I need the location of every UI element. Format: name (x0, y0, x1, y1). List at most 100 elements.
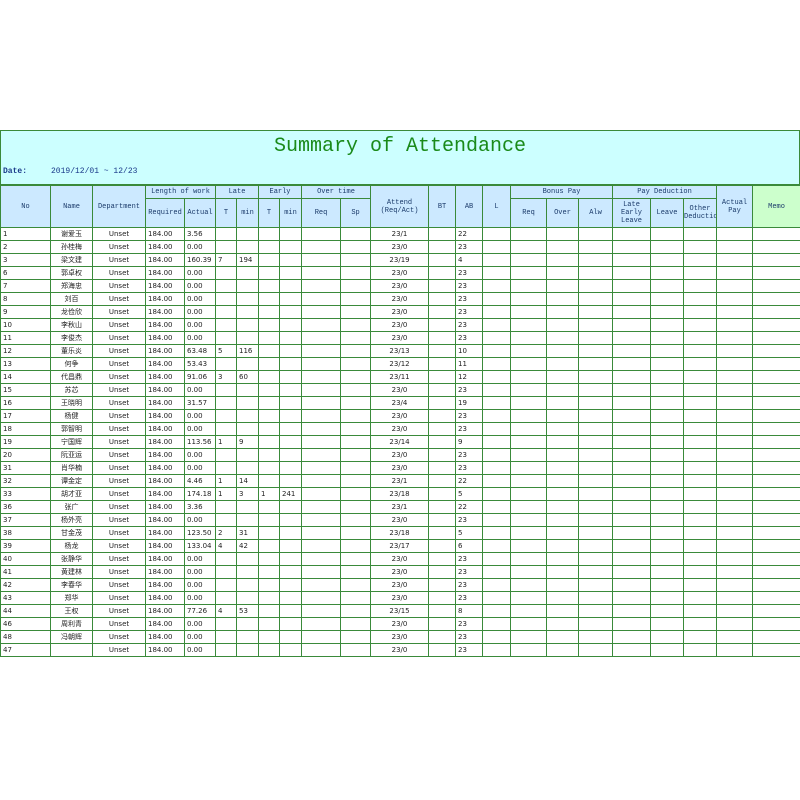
table-cell (278, 422, 303, 436)
table-cell (650, 292, 685, 306)
table-cell (278, 253, 303, 267)
table-cell: 2 (215, 526, 237, 540)
table-cell (340, 292, 372, 306)
table-cell (612, 474, 652, 488)
table-cell: 23 (455, 409, 484, 423)
table-cell (340, 552, 372, 566)
table-cell (752, 357, 800, 371)
table-cell (683, 240, 718, 254)
table-cell (301, 331, 342, 345)
table-cell: 5 (215, 344, 237, 358)
table-cell (752, 370, 800, 384)
header-cell: BT (428, 185, 457, 228)
table-row: 36 张广 Unset 184.00 3.36 23/1 22 (0, 500, 800, 514)
table-cell (510, 526, 548, 540)
table-cell: 杨外亮 (50, 513, 93, 527)
header-cell: Other Deduction (683, 198, 718, 228)
table-cell (482, 591, 512, 605)
table-cell: 184.00 (145, 383, 185, 397)
table-cell (340, 630, 372, 644)
table-cell: 32 (0, 474, 51, 488)
table-cell: 38 (0, 526, 51, 540)
table-cell: 0.00 (184, 630, 216, 644)
table-cell: 0.00 (184, 448, 216, 462)
table-cell (236, 461, 259, 475)
header-cell: Bonus Pay (510, 185, 614, 199)
table-cell (510, 578, 548, 592)
table-cell (752, 292, 800, 306)
table-cell (650, 604, 685, 618)
table-cell: 0.00 (184, 617, 216, 631)
table-cell (716, 591, 754, 605)
table-cell (428, 630, 457, 644)
table-cell: 22 (455, 227, 484, 241)
table-cell: 代昌鼎 (50, 370, 93, 384)
table-cell: 184.00 (145, 331, 185, 345)
table-cell (612, 604, 652, 618)
table-cell (301, 305, 342, 319)
table-cell: 23 (455, 383, 484, 397)
table-cell (752, 578, 800, 592)
table-cell (340, 487, 372, 501)
table-cell (683, 630, 718, 644)
table-cell: 0.00 (184, 305, 216, 319)
table-cell: Unset (92, 422, 146, 436)
table-cell: 23/0 (370, 591, 430, 605)
table-cell: 37 (0, 513, 51, 527)
table-cell (578, 227, 614, 241)
table-cell (578, 344, 614, 358)
table-cell (546, 227, 580, 241)
table-cell (546, 513, 580, 527)
table-cell (215, 643, 237, 657)
table-cell (428, 331, 457, 345)
table-cell (510, 539, 548, 553)
table-cell (650, 266, 685, 280)
table-cell (215, 461, 237, 475)
table-cell (301, 604, 342, 618)
table-cell: 孙桂梅 (50, 240, 93, 254)
table-cell: 郭卓权 (50, 266, 93, 280)
table-cell (236, 448, 259, 462)
table-cell (428, 396, 457, 410)
table-cell: 0.00 (184, 240, 216, 254)
table-cell: 31.57 (184, 396, 216, 410)
table-cell (301, 279, 342, 293)
table-cell (258, 604, 280, 618)
table-cell: 何争 (50, 357, 93, 371)
table-cell (236, 578, 259, 592)
table-cell (578, 240, 614, 254)
table-cell (752, 461, 800, 475)
table-cell (340, 279, 372, 293)
table-cell (510, 500, 548, 514)
table-cell (546, 318, 580, 332)
table-cell: 23/19 (370, 253, 430, 267)
table-cell (752, 448, 800, 462)
table-cell (683, 604, 718, 618)
table-cell: 13 (0, 357, 51, 371)
table-cell (340, 591, 372, 605)
table-cell: 184.00 (145, 630, 185, 644)
table-cell (215, 578, 237, 592)
table-cell (301, 539, 342, 553)
table-row: 12 董乐炎 Unset 184.00 63.48 5 116 23/13 10 (0, 344, 800, 358)
table-cell (340, 604, 372, 618)
table-cell (278, 396, 303, 410)
table-cell: 7 (0, 279, 51, 293)
table-cell (340, 383, 372, 397)
header-cell: min (278, 198, 303, 228)
header-cell: Actual Pay (716, 185, 754, 228)
table-cell (301, 526, 342, 540)
table-cell (716, 539, 754, 553)
header-cell: T (258, 198, 280, 228)
table-cell: 23 (455, 240, 484, 254)
table-cell: 46 (0, 617, 51, 631)
table-cell: 23/0 (370, 331, 430, 345)
table-cell (578, 409, 614, 423)
table-cell (236, 357, 259, 371)
table-cell (546, 604, 580, 618)
table-cell: 23 (455, 643, 484, 657)
table-cell (278, 227, 303, 241)
table-cell (578, 383, 614, 397)
table-cell: 9 (0, 305, 51, 319)
table-cell (546, 383, 580, 397)
